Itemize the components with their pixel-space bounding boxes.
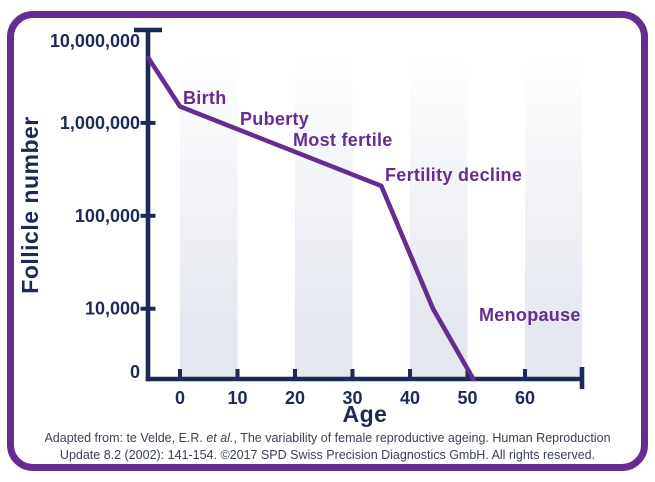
caption-line1-post: , The variability of female reproductive…: [233, 431, 611, 445]
y-tick-label: 10,000: [85, 299, 140, 319]
x-tick-label: 10: [227, 388, 247, 408]
stage-label-most-fertile: Most fertile: [293, 130, 393, 150]
y-tick-label: 10,000,000: [50, 31, 140, 51]
y-axis-title: Follicle number: [17, 116, 43, 293]
decade-band: [525, 58, 582, 379]
x-tick-label: 60: [515, 388, 535, 408]
y-tick-label: 100,000: [75, 206, 140, 226]
chart-card-border: [7, 11, 648, 471]
caption-line1-italic: et al.: [206, 431, 234, 445]
stage-label-menopause: Menopause: [479, 305, 581, 325]
y-tick-label: 1,000,000: [60, 113, 140, 133]
x-tick-label: 30: [342, 388, 362, 408]
x-tick-label: 20: [285, 388, 305, 408]
caption-line2: Update 8.2 (2002): 141-154. ©2017 SPD Sw…: [59, 447, 596, 462]
decade-band: [295, 58, 353, 379]
decade-band: [410, 58, 468, 379]
y-tick-label: 0: [130, 362, 140, 382]
source-caption: Adapted from: te Velde, E.R. et al., The…: [30, 430, 625, 463]
caption-line1-pre: Adapted from: te Velde, E.R.: [44, 431, 207, 445]
stage-label-fertility-decline: Fertility decline: [385, 165, 522, 185]
caption-line1: Adapted from: te Velde, E.R. et al., The…: [30, 430, 625, 447]
follicle-decline-line: [146, 55, 476, 382]
x-tick-label: 50: [457, 388, 477, 408]
stage-label-birth: Birth: [183, 88, 227, 108]
x-tick-label: 40: [400, 388, 420, 408]
x-tick-label: 0: [175, 388, 185, 408]
stage-label-puberty: Puberty: [240, 109, 309, 129]
x-axis-title: Age: [343, 401, 388, 427]
